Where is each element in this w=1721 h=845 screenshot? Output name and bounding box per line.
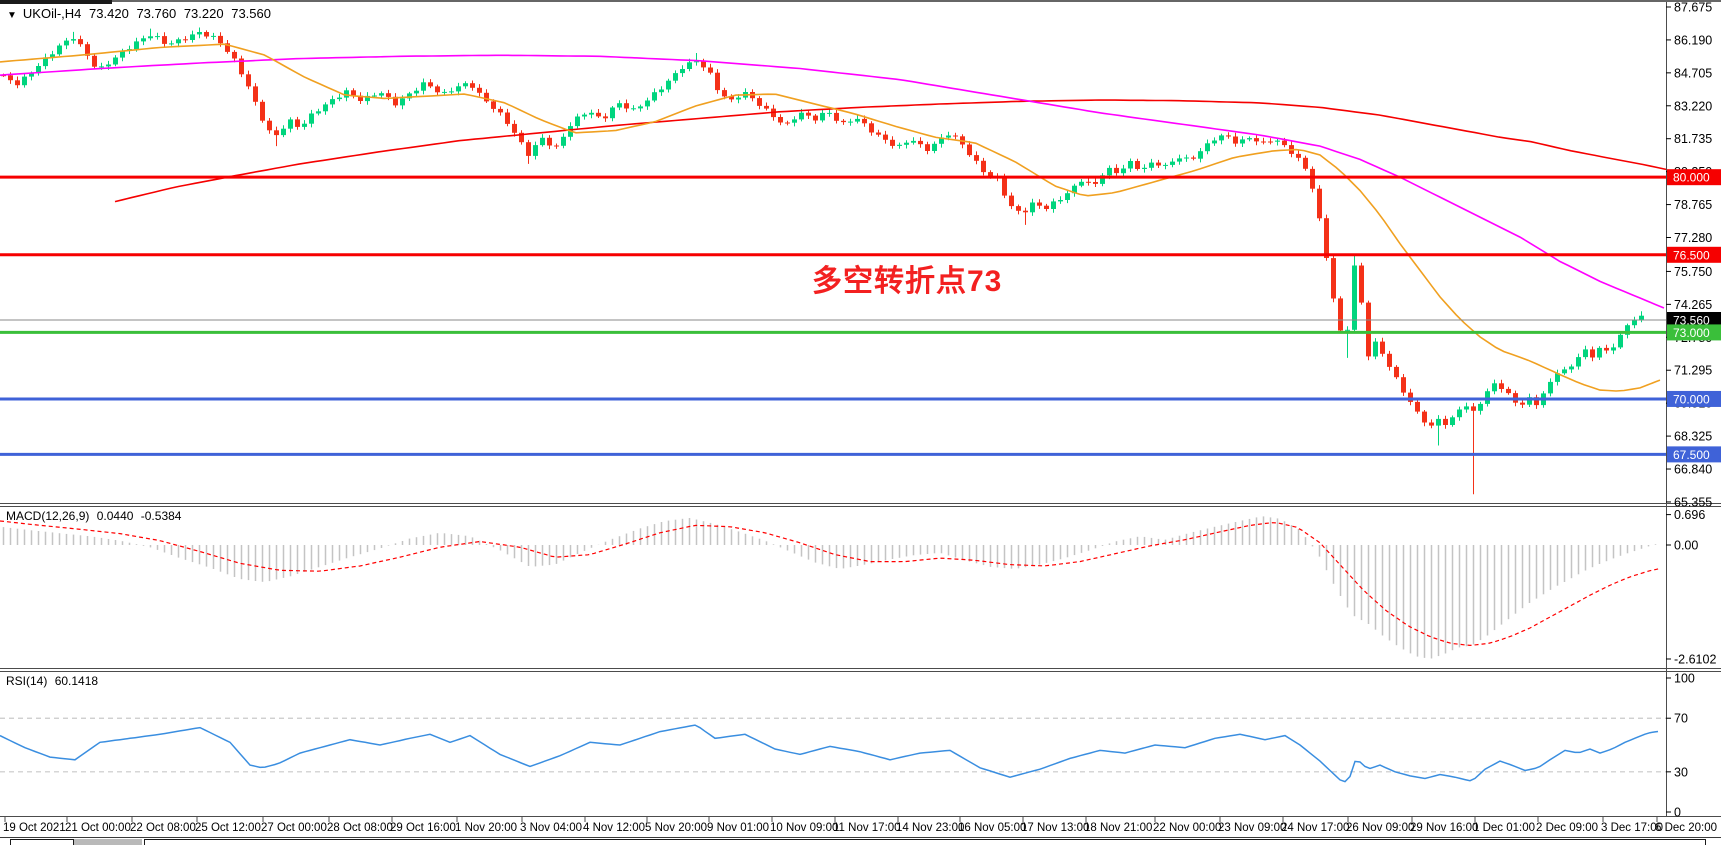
- svg-text:9 Nov 01:00: 9 Nov 01:00: [707, 822, 769, 834]
- svg-text:27 Oct 00:00: 27 Oct 00:00: [261, 822, 327, 834]
- strip-window-fragment-1: [10, 839, 74, 845]
- strip-window-fragment-2: [144, 839, 1706, 845]
- ohlc-low: 73.220: [183, 6, 224, 21]
- ohlc-high: 73.760: [136, 6, 177, 21]
- svg-text:23 Nov 09:00: 23 Nov 09:00: [1218, 822, 1286, 834]
- svg-text:24 Nov 17:00: 24 Nov 17:00: [1281, 822, 1349, 834]
- svg-text:3 Nov 04:00: 3 Nov 04:00: [520, 822, 582, 834]
- svg-text:29 Oct 16:00: 29 Oct 16:00: [390, 822, 456, 834]
- svg-text:18 Nov 21:00: 18 Nov 21:00: [1084, 822, 1152, 834]
- svg-text:81.735: 81.735: [1674, 132, 1712, 146]
- horizontal-lines[interactable]: 73.560 80.000 76.500 73.000 70.000 67.500: [0, 169, 1721, 463]
- svg-text:30: 30: [1674, 765, 1688, 779]
- annotation-text: 多空转折点73: [812, 265, 1003, 298]
- svg-text:0.00: 0.00: [1674, 539, 1698, 553]
- macd-name: MACD(12,26,9): [6, 509, 90, 523]
- symbol-header: ▼ UKOil-,H4 73.420 73.760 73.220 73.560: [7, 6, 275, 21]
- symbol-dropdown-icon[interactable]: ▼: [7, 10, 17, 21]
- macd-value: 0.0440: [96, 509, 134, 523]
- svg-text:75.750: 75.750: [1674, 265, 1712, 279]
- time-axis[interactable]: 19 Oct 2021 21 Oct 00:00 22 Oct 08:00 25 Oc…: [3, 817, 1717, 834]
- ma-red-line[interactable]: [114, 99, 1667, 203]
- svg-text:86.190: 86.190: [1674, 33, 1712, 47]
- svg-text:78.765: 78.765: [1674, 198, 1712, 212]
- svg-text:1 Nov 20:00: 1 Nov 20:00: [455, 822, 517, 834]
- svg-text:16 Nov 05:00: 16 Nov 05:00: [958, 822, 1026, 834]
- bottom-strip: [0, 837, 1721, 845]
- ohlc-open: 73.420: [89, 6, 129, 21]
- svg-text:1 Dec 01:00: 1 Dec 01:00: [1473, 822, 1535, 834]
- svg-text:26 Nov 09:00: 26 Nov 09:00: [1346, 822, 1414, 834]
- rsi-value: 60.1418: [54, 674, 99, 688]
- svg-text:70: 70: [1674, 712, 1688, 726]
- svg-text:74.265: 74.265: [1674, 298, 1712, 312]
- svg-text:-2.6102: -2.6102: [1674, 652, 1716, 666]
- macd-signal-value: -0.5384: [140, 509, 182, 523]
- svg-text:10 Nov 09:00: 10 Nov 09:00: [770, 822, 838, 834]
- svg-text:73.560: 73.560: [1673, 313, 1710, 327]
- svg-text:6 Dec 20:00: 6 Dec 20:00: [1655, 822, 1717, 834]
- svg-text:25 Oct 12:00: 25 Oct 12:00: [195, 822, 261, 834]
- ma-orange-line[interactable]: [0, 43, 1661, 392]
- svg-text:100: 100: [1674, 672, 1695, 686]
- svg-text:11 Nov 17:00: 11 Nov 17:00: [833, 822, 901, 834]
- top-edge-artifact-left: [0, 0, 112, 4]
- svg-text:65.355: 65.355: [1674, 495, 1712, 509]
- svg-text:71.295: 71.295: [1674, 364, 1712, 378]
- svg-text:87.675: 87.675: [1674, 0, 1712, 14]
- svg-text:68.325: 68.325: [1674, 430, 1712, 444]
- macd-indicator-label: MACD(12,26,9) 0.0440 -0.5384: [6, 509, 185, 523]
- svg-text:80.000: 80.000: [1673, 171, 1710, 185]
- svg-text:76.500: 76.500: [1673, 248, 1710, 262]
- svg-text:29 Nov 16:00: 29 Nov 16:00: [1410, 822, 1478, 834]
- rsi-indicator-label: RSI(14) 60.1418: [6, 674, 102, 688]
- svg-text:67.500: 67.500: [1673, 448, 1710, 462]
- panel-borders: [0, 2, 1721, 817]
- svg-text:73.000: 73.000: [1673, 326, 1710, 340]
- svg-text:2 Dec 09:00: 2 Dec 09:00: [1536, 822, 1598, 834]
- svg-text:4 Nov 12:00: 4 Nov 12:00: [583, 822, 645, 834]
- rsi-panel[interactable]: 100 70 30 0: [0, 672, 1695, 820]
- symbol-name: UKOil-,H4: [22, 6, 82, 21]
- svg-text:84.705: 84.705: [1674, 66, 1712, 80]
- ohlc-close: 73.560: [231, 6, 271, 21]
- svg-text:22 Oct 08:00: 22 Oct 08:00: [130, 822, 196, 834]
- rsi-name: RSI(14): [6, 674, 48, 688]
- svg-text:19 Oct 2021: 19 Oct 2021: [3, 822, 66, 834]
- svg-text:28 Oct 08:00: 28 Oct 08:00: [327, 822, 393, 834]
- svg-text:66.840: 66.840: [1674, 463, 1712, 477]
- svg-text:22 Nov 00:00: 22 Nov 00:00: [1153, 822, 1221, 834]
- strip-gray-segment: [74, 839, 142, 845]
- svg-text:0: 0: [1674, 806, 1681, 820]
- ma-magenta-line[interactable]: [0, 54, 1665, 309]
- svg-text:77.280: 77.280: [1674, 231, 1712, 245]
- svg-text:0.696: 0.696: [1674, 508, 1705, 522]
- svg-text:17 Nov 13:00: 17 Nov 13:00: [1021, 822, 1089, 834]
- svg-text:5 Nov 20:00: 5 Nov 20:00: [645, 822, 707, 834]
- svg-text:83.220: 83.220: [1674, 99, 1712, 113]
- svg-text:14 Nov 23:00: 14 Nov 23:00: [896, 822, 964, 834]
- top-edge-artifact: [0, 0, 1721, 2]
- svg-text:3 Dec 17:00: 3 Dec 17:00: [1601, 822, 1663, 834]
- svg-text:21 Oct 00:00: 21 Oct 00:00: [65, 822, 131, 834]
- macd-panel[interactable]: 0.696 0.00 -2.6102: [0, 508, 1716, 666]
- svg-text:70.000: 70.000: [1673, 392, 1710, 406]
